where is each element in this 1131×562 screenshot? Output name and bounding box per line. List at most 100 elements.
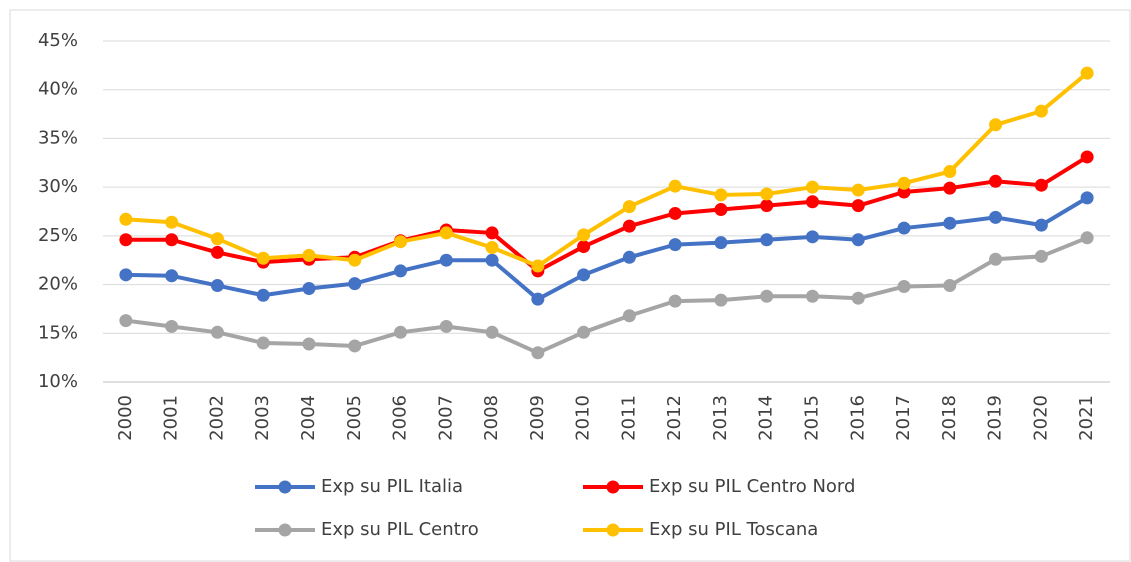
x-tick-label: 2015 bbox=[801, 395, 822, 441]
legend-marker bbox=[278, 480, 292, 494]
point bbox=[622, 200, 636, 214]
point bbox=[439, 253, 453, 267]
point bbox=[1034, 178, 1048, 192]
point bbox=[485, 241, 499, 255]
legend-label: Exp su PIL Centro bbox=[321, 519, 479, 540]
point bbox=[714, 293, 728, 307]
point bbox=[348, 253, 362, 267]
x-tick-label: 2019 bbox=[985, 395, 1006, 441]
point bbox=[439, 319, 453, 333]
point bbox=[577, 268, 591, 282]
x-tick-label: 2000 bbox=[115, 395, 136, 441]
point bbox=[348, 277, 362, 291]
point bbox=[897, 280, 911, 294]
x-tick-label: 2013 bbox=[710, 395, 731, 441]
point bbox=[165, 269, 179, 283]
point bbox=[668, 294, 682, 308]
point bbox=[210, 245, 224, 259]
point bbox=[943, 165, 957, 179]
legend-marker bbox=[606, 523, 620, 537]
point bbox=[622, 219, 636, 233]
point bbox=[851, 233, 865, 247]
point bbox=[943, 279, 957, 293]
point bbox=[760, 233, 774, 247]
x-tick-label: 2008 bbox=[481, 395, 502, 441]
x-tick-label: 2005 bbox=[344, 395, 365, 441]
point bbox=[165, 233, 179, 247]
point bbox=[210, 232, 224, 246]
point bbox=[531, 259, 545, 273]
point bbox=[1034, 104, 1048, 118]
point bbox=[165, 319, 179, 333]
x-tick-label: 2006 bbox=[390, 395, 411, 441]
point bbox=[989, 174, 1003, 188]
x-tick-label: 2018 bbox=[939, 395, 960, 441]
series-line bbox=[125, 235, 1088, 355]
point bbox=[805, 230, 819, 244]
point bbox=[668, 238, 682, 252]
series-line bbox=[125, 196, 1089, 302]
point bbox=[210, 325, 224, 339]
point bbox=[439, 226, 453, 240]
point bbox=[531, 292, 545, 306]
point bbox=[622, 250, 636, 264]
point bbox=[577, 240, 591, 254]
point bbox=[119, 233, 133, 247]
y-tick-label: 45% bbox=[38, 30, 78, 51]
point bbox=[943, 181, 957, 195]
point bbox=[210, 279, 224, 293]
x-tick-label: 2017 bbox=[893, 395, 914, 441]
legend-marker bbox=[278, 523, 292, 537]
point bbox=[760, 199, 774, 213]
point bbox=[302, 281, 316, 295]
point bbox=[989, 118, 1003, 132]
legend-label: Exp su PIL Toscana bbox=[649, 519, 818, 540]
point bbox=[897, 176, 911, 190]
point bbox=[989, 210, 1003, 224]
y-tick-label: 25% bbox=[38, 225, 78, 246]
legend-label: Exp su PIL Italia bbox=[321, 476, 463, 497]
point bbox=[714, 236, 728, 250]
point bbox=[302, 248, 316, 262]
point bbox=[760, 187, 774, 201]
point bbox=[119, 212, 133, 226]
legend-marker bbox=[606, 480, 620, 494]
x-tick-label: 2011 bbox=[618, 395, 639, 441]
point bbox=[714, 203, 728, 217]
point bbox=[668, 206, 682, 220]
point bbox=[1080, 66, 1094, 80]
point bbox=[531, 346, 545, 360]
point bbox=[165, 215, 179, 229]
point bbox=[943, 216, 957, 230]
point bbox=[485, 325, 499, 339]
point bbox=[348, 339, 362, 353]
x-tick-label: 2012 bbox=[664, 395, 685, 441]
point bbox=[1034, 218, 1048, 232]
x-tick-label: 2007 bbox=[435, 395, 456, 441]
point bbox=[805, 289, 819, 303]
point bbox=[256, 336, 270, 350]
x-tick-label: 2014 bbox=[756, 395, 777, 441]
point bbox=[1034, 249, 1048, 263]
point bbox=[622, 309, 636, 323]
point bbox=[577, 325, 591, 339]
point bbox=[1080, 231, 1094, 245]
series-line bbox=[125, 155, 1089, 273]
point bbox=[119, 268, 133, 282]
y-tick-label: 35% bbox=[38, 127, 78, 148]
point bbox=[714, 188, 728, 202]
x-tick-label: 2003 bbox=[252, 395, 273, 441]
point bbox=[256, 288, 270, 302]
point bbox=[1080, 191, 1094, 205]
point bbox=[577, 228, 591, 242]
point bbox=[668, 179, 682, 193]
point bbox=[989, 252, 1003, 266]
x-tick-label: 2004 bbox=[298, 395, 319, 441]
y-tick-label: 10% bbox=[38, 371, 78, 392]
point bbox=[485, 253, 499, 267]
x-tick-label: 2009 bbox=[527, 395, 548, 441]
x-tick-label: 2002 bbox=[206, 395, 227, 441]
legend-label: Exp su PIL Centro Nord bbox=[649, 476, 855, 497]
